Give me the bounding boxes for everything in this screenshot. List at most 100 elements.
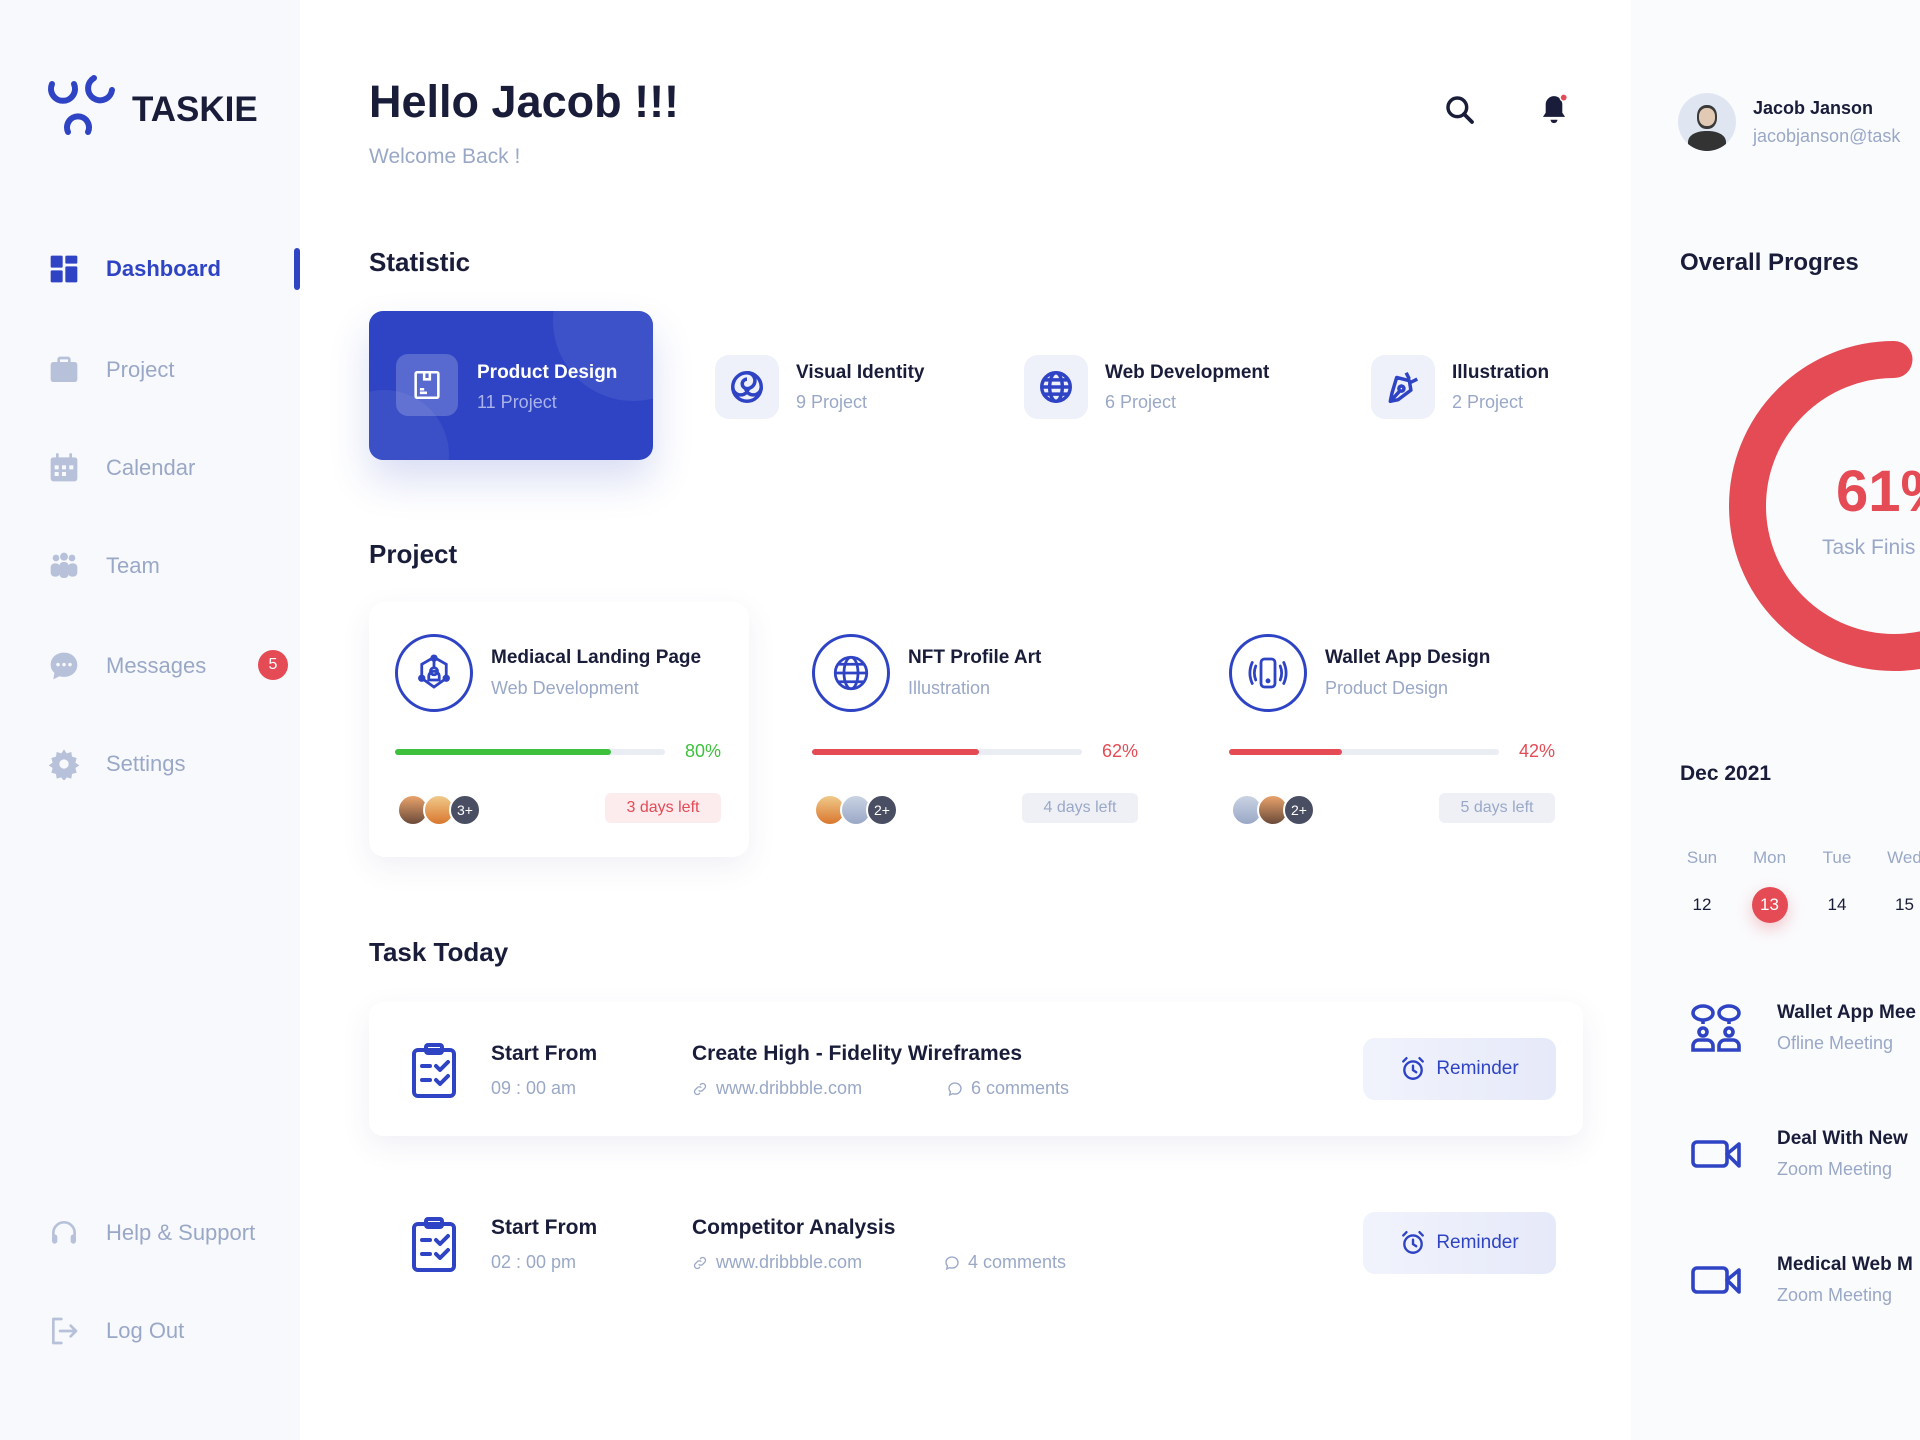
- calendar-date[interactable]: 15: [1895, 895, 1914, 914]
- stat-title: Visual Identity: [796, 362, 925, 383]
- reminder-label: Reminder: [1436, 1232, 1519, 1253]
- project-icon: [395, 634, 473, 712]
- member-avatars[interactable]: 2+: [1231, 794, 1315, 826]
- days-left-badge: 3 days left: [605, 793, 721, 823]
- meeting-title: Medical Web M: [1777, 1254, 1913, 1275]
- days-left-badge: 5 days left: [1439, 793, 1555, 823]
- comments-text: 4 comments: [968, 1252, 1067, 1272]
- headset-icon: [52, 1221, 76, 1244]
- sidebar-item-settings[interactable]: Settings: [48, 744, 186, 784]
- search-icon[interactable]: [1444, 94, 1476, 126]
- member-avatars[interactable]: 3+: [397, 794, 481, 826]
- alarm-clock-icon: [1402, 1056, 1425, 1080]
- task-row[interactable]: Start From 02 : 00 pm Competitor Analysi…: [369, 1176, 1583, 1310]
- progress-fill: [1229, 749, 1343, 755]
- project-category: Illustration: [908, 678, 991, 698]
- bell-icon[interactable]: [1537, 92, 1571, 128]
- overall-progress-heading: Overall Progres: [1680, 249, 1859, 276]
- more-members: 2+: [1283, 794, 1315, 826]
- sidebar-item-label: Team: [106, 553, 160, 578]
- page-title: Hello Jacob !!!: [369, 76, 680, 127]
- stat-title: Illustration: [1452, 362, 1550, 383]
- sidebar-item-project[interactable]: Project: [48, 350, 174, 390]
- stat-sub: 9 Project: [796, 392, 868, 412]
- task-link[interactable]: www.dribbble.com: [692, 1252, 862, 1273]
- grid-icon: [50, 255, 78, 283]
- reminder-label: Reminder: [1436, 1058, 1519, 1079]
- more-members: 2+: [866, 794, 898, 826]
- progress-value: 61%: [1835, 459, 1920, 524]
- logout-icon: [52, 1317, 78, 1345]
- member-avatars[interactable]: 2+: [814, 794, 898, 826]
- task-row[interactable]: Start From 09 : 00 am Create High - Fide…: [369, 1002, 1583, 1136]
- sidebar-item-help-support[interactable]: Help & Support: [48, 1213, 255, 1253]
- progress-percent: 62%: [1101, 741, 1138, 761]
- video-camera-icon: [1691, 1266, 1741, 1294]
- reminder-button[interactable]: Reminder: [1363, 1212, 1556, 1274]
- task-comments[interactable]: 4 comments: [944, 1252, 1066, 1273]
- progress-bar: [1229, 749, 1499, 755]
- project-category: Web Development: [491, 678, 639, 698]
- project-icon: [812, 634, 890, 712]
- project-category: Product Design: [1325, 678, 1449, 698]
- sidebar-item-team[interactable]: Team: [48, 546, 160, 586]
- calendar-date[interactable]: 12: [1692, 895, 1712, 914]
- briefcase-icon: [50, 356, 78, 382]
- chat-icon: [50, 652, 78, 680]
- people-chat-icon: [1691, 1004, 1741, 1052]
- reminder-button[interactable]: Reminder: [1363, 1038, 1556, 1100]
- task-link[interactable]: www.dribbble.com: [692, 1078, 862, 1099]
- progress-fill: [395, 749, 611, 755]
- calendar-date[interactable]: 14: [1827, 895, 1847, 914]
- link-text: www.dribbble.com: [716, 1252, 863, 1272]
- box-icon: [396, 354, 458, 416]
- video-camera-icon: [1691, 1140, 1741, 1168]
- project-card[interactable]: Wallet App Design Product Design 42% 2+ …: [1203, 602, 1583, 857]
- taskie-logo-icon: [48, 75, 115, 135]
- project-card[interactable]: Mediacal Landing Page Web Development 80…: [369, 602, 749, 857]
- right-panel: Jacob Janson jacobjanson@task Overall Pr…: [1631, 0, 1920, 1440]
- weekday-label: Mon: [1752, 848, 1787, 867]
- overall-progress-donut: [1729, 341, 1920, 671]
- stat-card-product-design[interactable]: Product Design 11 Project: [369, 311, 653, 460]
- card-decoration: [553, 311, 653, 401]
- user-email: jacobjanson@task: [1753, 126, 1901, 146]
- progress-label: Task Finis: [1822, 536, 1916, 559]
- globe-icon: [1024, 355, 1088, 419]
- task-comments[interactable]: 6 comments: [947, 1078, 1069, 1099]
- sidebar-item-label: Help & Support: [106, 1220, 256, 1245]
- sidebar-item-log-out[interactable]: Log Out: [48, 1311, 184, 1351]
- progress-bar: [812, 749, 1082, 755]
- calendar-date[interactable]: 13: [1751, 887, 1788, 923]
- weekday-label: Wed: [1887, 848, 1920, 867]
- task-start-label: Start From: [491, 1216, 598, 1239]
- progress-fill: [812, 749, 980, 755]
- page-subtitle: Welcome Back !: [369, 145, 521, 168]
- more-members: 3+: [449, 794, 481, 826]
- stat-card-illustration[interactable]: Illustration 2 Project: [1371, 355, 1601, 419]
- stat-sub: 11 Project: [477, 392, 557, 412]
- sidebar-item-calendar[interactable]: Calendar: [48, 448, 195, 488]
- comment-icon: [945, 1255, 959, 1270]
- phone-vibrate-icon: [1248, 657, 1288, 689]
- stat-sub: 6 Project: [1105, 392, 1177, 412]
- active-indicator: [294, 248, 300, 290]
- project-title: Mediacal Landing Page: [491, 647, 702, 668]
- sidebar-item-label: Log Out: [106, 1318, 185, 1343]
- stat-card-visual-identity[interactable]: Visual Identity 9 Project: [715, 355, 935, 419]
- pen-tool-icon: [1371, 355, 1435, 419]
- network-icon: [418, 654, 450, 689]
- sidebar-item-label: Messages: [106, 653, 207, 678]
- meeting-type: Zoom Meeting: [1777, 1285, 1893, 1305]
- sidebar-item-label: Dashboard: [106, 256, 221, 281]
- project-card[interactable]: NFT Profile Art Illustration 62% 2+ 4 da…: [786, 602, 1166, 857]
- sidebar-item-messages[interactable]: Messages: [48, 646, 206, 686]
- link-icon: [693, 1256, 707, 1269]
- project-icon: [1229, 634, 1307, 712]
- sidebar-item-dashboard[interactable]: Dashboard: [48, 249, 221, 289]
- stat-card-web-development[interactable]: Web Development 6 Project: [1024, 355, 1324, 419]
- avatar[interactable]: [1678, 93, 1736, 151]
- stat-sub: 2 Project: [1452, 392, 1524, 412]
- project-title: NFT Profile Art: [908, 647, 1042, 668]
- team-icon: [50, 552, 78, 578]
